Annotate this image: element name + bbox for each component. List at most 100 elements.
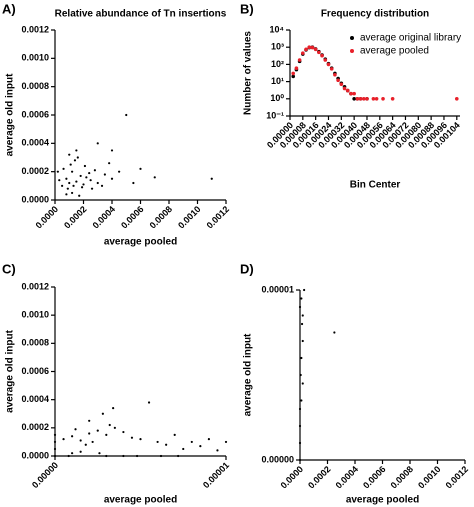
point [297, 58, 302, 62]
point [110, 149, 114, 152]
point [108, 162, 111, 165]
point [374, 97, 379, 101]
point [103, 173, 106, 176]
point [301, 314, 304, 317]
point [153, 176, 156, 179]
point [199, 445, 202, 448]
x-tick-label: 0.0002 [306, 464, 333, 491]
legend-marker [350, 49, 354, 53]
y-tick-label: 10⁻¹ [266, 110, 284, 120]
point [216, 449, 219, 452]
y-tick-label: 10³ [271, 42, 284, 52]
point [342, 86, 347, 91]
point [298, 441, 302, 445]
point [110, 177, 114, 180]
y-axis-title: average old input [5, 329, 16, 412]
x-tick-label: 0.0000 [279, 464, 306, 491]
point [298, 305, 302, 309]
y-tick-label: 0.0008 [21, 81, 49, 91]
y-tick-label: 0.0008 [21, 338, 49, 348]
point [165, 443, 168, 446]
point [345, 88, 350, 93]
legend-label: average original library [360, 33, 461, 44]
point [71, 452, 74, 455]
y-tick-label: 10⁰ [270, 93, 284, 103]
point [65, 193, 68, 196]
point [300, 356, 303, 360]
x-tick-label: 0.0006 [119, 204, 146, 231]
point [79, 174, 82, 178]
point [112, 407, 115, 410]
point [130, 436, 134, 439]
point [88, 171, 91, 175]
point [68, 181, 71, 185]
x-tick-label: 0.0012 [205, 204, 232, 231]
point [71, 435, 74, 438]
point [71, 191, 74, 195]
x-tick-label: 0.0000 [34, 204, 61, 231]
point [75, 180, 78, 183]
point [190, 440, 193, 444]
y-tick-label: 10¹ [271, 76, 284, 86]
point [207, 438, 210, 441]
point [96, 181, 99, 185]
x-tick-label: 0.0004 [91, 204, 118, 231]
point [301, 382, 304, 385]
point [454, 97, 459, 101]
panel-label: D) [240, 261, 254, 276]
point [108, 423, 111, 427]
point [105, 454, 108, 458]
point [53, 433, 57, 436]
y-tick-label: 0.0006 [21, 366, 49, 376]
point [300, 297, 303, 300]
x-tick-label: 0.0012 [444, 464, 471, 491]
point [381, 97, 385, 101]
point [304, 47, 308, 52]
point [53, 454, 57, 458]
y-tick-label: 0.0006 [21, 109, 49, 119]
point [365, 97, 369, 101]
x-tick-label: 0.00000 [30, 460, 60, 490]
point [125, 113, 128, 117]
point [132, 181, 135, 185]
point [333, 72, 337, 77]
point [72, 184, 75, 187]
y-tick-label: 0.00000 [261, 454, 294, 464]
point [361, 97, 366, 101]
x-tick-label: 0.0010 [416, 464, 443, 491]
y-tick-label: 0.0010 [21, 53, 49, 63]
point [78, 194, 81, 197]
point [139, 438, 142, 441]
x-tick-label: 0.0004 [334, 464, 361, 491]
point [291, 74, 296, 79]
x-axis-title: average pooled [346, 495, 419, 506]
point [66, 187, 69, 190]
panel-label: B) [240, 1, 254, 16]
x-tick-label: 0.0008 [148, 204, 175, 231]
point [100, 184, 104, 187]
point [84, 443, 87, 446]
point [352, 97, 356, 101]
point [73, 159, 77, 162]
point [53, 447, 57, 451]
legend-marker [350, 36, 354, 40]
x-tick-label: 0.00001 [201, 460, 231, 490]
point [355, 97, 360, 101]
y-axis-title: Number of values [243, 31, 254, 115]
point [53, 440, 57, 444]
point [85, 176, 88, 179]
point [90, 187, 94, 190]
point [307, 45, 312, 49]
point [224, 440, 228, 444]
point [65, 177, 68, 180]
panel-label: A) [2, 1, 16, 16]
point [352, 91, 356, 96]
point [79, 450, 82, 453]
point [75, 149, 78, 152]
x-tick-label: 0.0002 [62, 204, 89, 231]
point [76, 156, 79, 159]
point [173, 433, 176, 436]
point [326, 62, 331, 67]
point [71, 170, 74, 173]
